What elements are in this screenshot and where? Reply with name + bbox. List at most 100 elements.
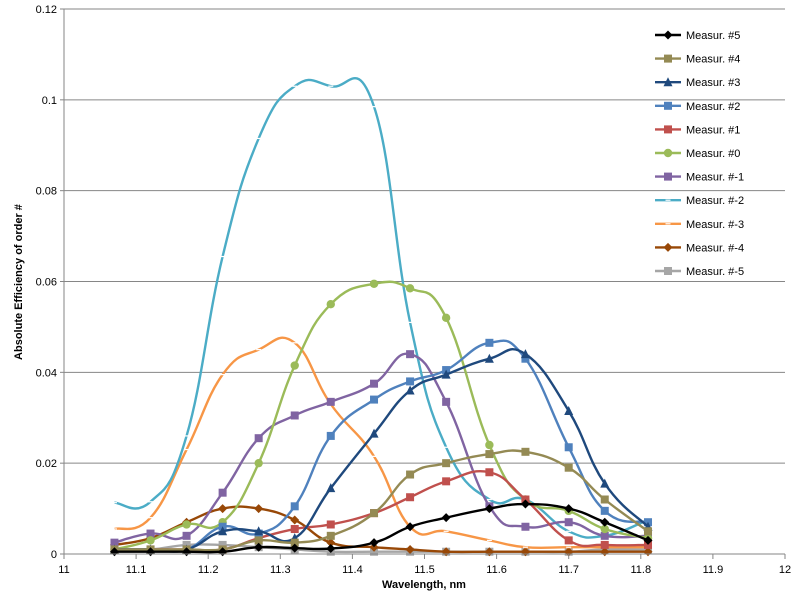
data-point xyxy=(600,478,610,488)
data-point xyxy=(218,504,228,514)
data-point xyxy=(442,477,451,486)
data-point xyxy=(485,468,494,477)
legend-label: Measur. #1 xyxy=(686,124,740,136)
data-point xyxy=(326,397,335,406)
data-point xyxy=(564,518,573,527)
y-axis-title: Absolute Efficiency of order # xyxy=(13,204,25,360)
gridlines xyxy=(64,8,785,464)
data-point xyxy=(442,459,451,468)
data-point xyxy=(564,536,573,545)
data-point xyxy=(441,513,451,523)
legend-label: Measur. #-2 xyxy=(686,195,744,207)
legend-item: Measur. #5 xyxy=(655,30,740,42)
legend-label: Measur. #3 xyxy=(686,77,740,89)
data-point xyxy=(326,483,336,493)
data-point xyxy=(218,540,227,549)
data-point xyxy=(290,538,299,547)
data-point xyxy=(146,529,155,538)
data-point xyxy=(600,531,609,540)
y-tick-label: 0 xyxy=(51,549,57,561)
data-point xyxy=(521,447,530,456)
legend-item: Measur. #-4 xyxy=(655,242,744,254)
data-point xyxy=(290,515,300,525)
data-point xyxy=(370,547,379,556)
data-point xyxy=(218,526,228,536)
axes: 0 0.02 0.04 0.06 0.08 0.1 0.12 11 11.1 11.2 11.3 11… xyxy=(36,4,792,576)
data-point xyxy=(441,369,451,379)
data-point xyxy=(369,538,379,548)
data-point xyxy=(254,458,263,468)
data-point xyxy=(405,284,415,293)
legend-marker xyxy=(664,54,672,63)
data-point xyxy=(600,495,609,504)
x-tick-label: 11.8 xyxy=(631,564,652,576)
data-point xyxy=(218,488,227,497)
legend-marker xyxy=(663,30,673,40)
y-tick-label: 0.12 xyxy=(36,4,57,16)
data-point xyxy=(442,397,451,406)
legend-label: Measur. #4 xyxy=(686,54,740,66)
x-tick-label: 11 xyxy=(58,564,69,576)
data-point xyxy=(326,520,335,529)
data-point xyxy=(485,338,494,347)
data-point xyxy=(405,522,415,532)
legend-label: Measur. #5 xyxy=(686,30,740,42)
legend-marker xyxy=(664,172,672,181)
data-point xyxy=(182,531,191,540)
y-tick-label: 0.08 xyxy=(36,186,57,198)
data-point xyxy=(406,377,415,386)
data-point xyxy=(485,450,494,459)
x-tick-label: 11.3 xyxy=(270,564,291,576)
legend-item: Measur. #1 xyxy=(655,124,740,136)
x-tick-label: 11.6 xyxy=(486,564,507,576)
series-measur4 xyxy=(110,447,653,554)
data-point xyxy=(564,463,573,472)
data-point xyxy=(644,540,653,549)
series-measur-1 xyxy=(110,350,653,547)
y-tick-label: 0.06 xyxy=(36,277,57,289)
data-point xyxy=(254,526,264,536)
data-point xyxy=(369,279,379,288)
data-point xyxy=(370,379,379,388)
data-point xyxy=(146,536,155,545)
data-point xyxy=(484,504,494,514)
data-point xyxy=(521,354,530,363)
data-point xyxy=(290,502,299,511)
data-point xyxy=(182,520,191,529)
data-point xyxy=(521,495,530,504)
legend-marker xyxy=(663,242,673,252)
data-point xyxy=(254,542,264,552)
data-point xyxy=(520,499,530,509)
data-point xyxy=(326,531,335,540)
data-point xyxy=(406,470,415,479)
data-point xyxy=(326,544,336,554)
data-point xyxy=(521,522,530,531)
legend-label: Measur. #0 xyxy=(686,148,740,160)
data-point xyxy=(564,504,574,514)
series-line xyxy=(114,336,649,550)
y-tick-label: 0.1 xyxy=(42,95,57,107)
x-tick-label: 11.2 xyxy=(198,564,219,576)
legend-label: Measur. #-3 xyxy=(686,219,744,231)
legend-item: Measur. #4 xyxy=(655,54,740,66)
x-tick-label: 12 xyxy=(779,564,791,576)
legend-marker xyxy=(663,148,673,158)
x-tick-label: 11.9 xyxy=(703,564,724,576)
legend-item: Measur. #0 xyxy=(655,148,740,160)
data-point xyxy=(290,411,299,420)
data-point xyxy=(254,504,264,514)
data-point xyxy=(564,405,574,415)
legend-label: Measur. #-5 xyxy=(686,266,744,278)
legend-item: Measur. #3 xyxy=(655,77,740,89)
legend-item: Measur. #2 xyxy=(655,101,740,113)
data-point xyxy=(326,300,335,309)
data-point xyxy=(406,493,415,502)
y-tick-label: 0.02 xyxy=(36,458,57,470)
data-point xyxy=(110,538,119,547)
data-point xyxy=(600,517,610,527)
data-point xyxy=(254,434,263,443)
data-point xyxy=(643,535,653,545)
data-point xyxy=(405,385,415,395)
y-tick-label: 0.04 xyxy=(36,367,57,379)
